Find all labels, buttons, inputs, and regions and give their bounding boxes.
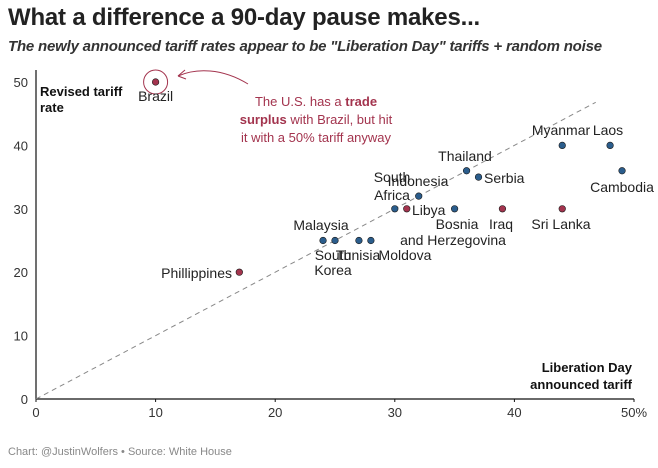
- point-label: Libya: [412, 202, 446, 218]
- data-point[interactable]: [403, 205, 411, 213]
- point-labels: Brazil Phillippines Malaysia Libya Indonesia…: [138, 88, 654, 281]
- axes: [35, 70, 634, 400]
- point-label: Malaysia: [293, 217, 348, 233]
- annotation-text: The U.S. has a: [255, 94, 345, 109]
- annotation-emphasis: surplus: [240, 112, 287, 127]
- data-points: [143, 69, 626, 276]
- point-label: South: [315, 247, 352, 263]
- point-label: Tunisia: [336, 247, 381, 263]
- point-label: Brazil: [138, 88, 173, 104]
- data-point[interactable]: [606, 141, 614, 149]
- data-point[interactable]: [355, 236, 363, 245]
- point-label: Thailand: [438, 148, 492, 164]
- annotation-arrow: [177, 70, 249, 85]
- point-label: South: [374, 169, 411, 185]
- y-tick-label: 20: [14, 265, 28, 280]
- annotation-emphasis: trade: [345, 94, 377, 109]
- x-tick-label: 10: [148, 405, 162, 420]
- y-tick-label: 0: [21, 392, 28, 407]
- data-point[interactable]: [498, 205, 507, 213]
- y-tick-label: 40: [14, 138, 28, 153]
- point-label: and Herzegovina: [400, 232, 506, 248]
- annotation: The U.S. has a trade surplus with Brazil,…: [177, 69, 393, 145]
- data-point[interactable]: [391, 205, 399, 213]
- data-point[interactable]: [152, 78, 160, 86]
- data-point[interactable]: [474, 173, 483, 181]
- data-point[interactable]: [331, 236, 339, 245]
- arrowhead-icon: [177, 69, 187, 80]
- data-point[interactable]: [462, 167, 471, 175]
- point-label: Myanmar: [532, 122, 591, 138]
- point-label: Cambodia: [590, 179, 654, 195]
- point-label: Serbia: [484, 170, 525, 186]
- point-label: Iraq: [489, 216, 513, 232]
- point-label: Korea: [314, 262, 352, 278]
- x-tick-label: 50%: [621, 405, 647, 420]
- annotation-text: it with a 50% tariff anyway: [241, 130, 392, 145]
- highlight-ring: [143, 69, 169, 95]
- y-axis-title: rate: [40, 100, 64, 115]
- reference-line-45deg: [35, 101, 596, 400]
- annotation-line: it with a 50% tariff anyway: [241, 130, 392, 145]
- y-axis-title: Revised tariff: [40, 84, 123, 99]
- annotation-line: The U.S. has a trade: [255, 94, 377, 109]
- data-point[interactable]: [558, 205, 566, 213]
- point-label: Bosnia: [436, 216, 479, 232]
- data-point[interactable]: [451, 205, 459, 213]
- point-label: Indonesia: [388, 173, 449, 189]
- x-axis-title: Liberation Day: [542, 360, 633, 375]
- y-tick-label: 30: [14, 202, 28, 217]
- scatter-chart: 0 10 20 30 40 50% 0 10 20 30 40 50 Brazil Phillippin…: [14, 69, 654, 420]
- y-tick-label: 10: [14, 329, 28, 344]
- y-tick-label: 50: [14, 75, 28, 90]
- x-axis-title: announced tariff: [530, 377, 633, 392]
- data-point[interactable]: [558, 141, 566, 149]
- point-label: Africa: [374, 187, 410, 203]
- x-tick-label: 30: [388, 405, 402, 420]
- chart-title: What a difference a 90-day pause makes..…: [8, 4, 480, 31]
- tick-labels: 0 10 20 30 40 50% 0 10 20 30 40 50: [14, 75, 648, 420]
- x-tick-label: 40: [507, 405, 521, 420]
- point-label: Sri Lanka: [531, 216, 590, 232]
- point-label: Laos: [593, 122, 623, 138]
- annotation-text: with Brazil, but hit: [287, 112, 393, 127]
- annotation-line: surplus with Brazil, but hit: [240, 112, 393, 127]
- chart-source: Chart: @JustinWolfers • Source: White Ho…: [8, 446, 232, 458]
- chart-subtitle: The newly announced tariff rates appear …: [8, 38, 602, 55]
- data-point[interactable]: [415, 192, 423, 200]
- data-point[interactable]: [319, 236, 327, 245]
- point-label: Phillippines: [161, 265, 232, 281]
- data-point[interactable]: [367, 236, 375, 245]
- point-label: Moldova: [379, 247, 432, 263]
- x-tick-label: 20: [268, 405, 282, 420]
- data-point[interactable]: [235, 268, 243, 276]
- x-tick-label: 0: [32, 405, 39, 420]
- data-point[interactable]: [618, 167, 626, 175]
